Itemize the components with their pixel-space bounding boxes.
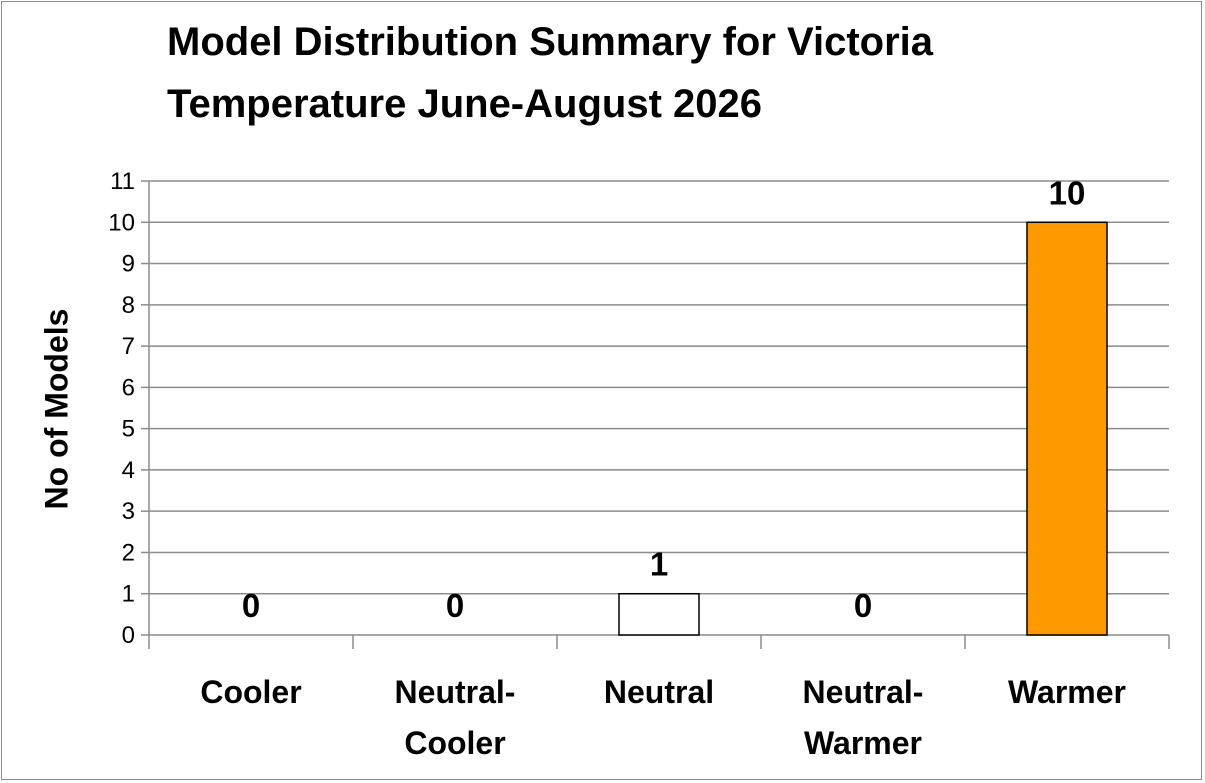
x-tick-label: Warmer <box>804 725 922 761</box>
x-tick-label: Cooler <box>200 674 301 710</box>
bar-neutral <box>618 592 700 636</box>
y-tick-label: 6 <box>122 374 135 401</box>
y-tick-label: 0 <box>122 622 135 649</box>
bar-warmer <box>1026 221 1108 636</box>
chart-title-line-2: Temperature June-August 2026 <box>167 82 762 126</box>
data-label: 10 <box>1049 174 1086 211</box>
x-tick-label: Neutral- <box>395 674 516 710</box>
y-tick-label: 9 <box>122 251 135 278</box>
chart-title-line-1: Model Distribution Summary for Victoria <box>167 20 934 64</box>
data-label: 1 <box>650 546 668 583</box>
y-tick-label: 4 <box>122 457 135 484</box>
y-tick-label: 1 <box>122 581 135 608</box>
y-tick-label: 11 <box>110 168 135 195</box>
y-tick-label: 3 <box>122 498 135 525</box>
data-label: 0 <box>446 587 464 624</box>
x-tick-label: Neutral- <box>803 674 924 710</box>
y-tick-label: 8 <box>122 292 135 319</box>
y-tick-label: 5 <box>122 416 135 443</box>
x-tick-label: Cooler <box>404 725 505 761</box>
y-tick-label: 2 <box>122 539 135 566</box>
y-tick-label: 10 <box>108 209 135 236</box>
x-tick-label: Warmer <box>1008 674 1126 710</box>
y-tick-label: 7 <box>122 333 135 360</box>
data-label: 0 <box>854 587 872 624</box>
data-label: 0 <box>242 587 260 624</box>
x-tick-label: Neutral <box>604 674 714 710</box>
